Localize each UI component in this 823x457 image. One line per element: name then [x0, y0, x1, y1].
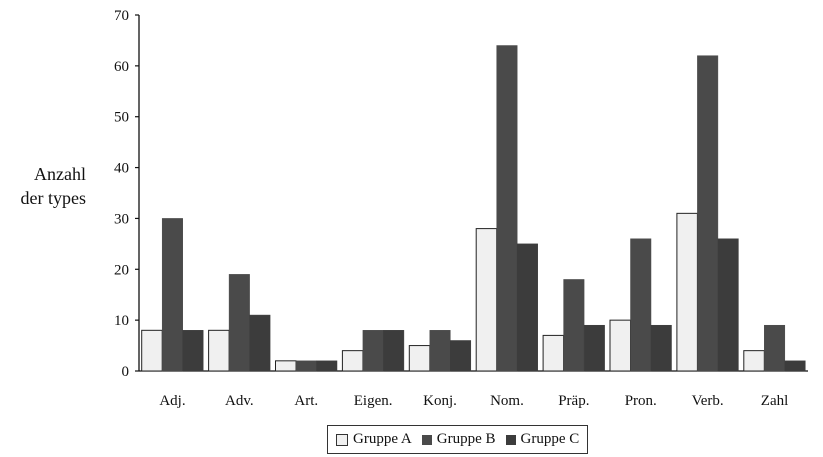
bar-gruppe-b	[362, 330, 384, 372]
bar-gruppe-a	[475, 228, 498, 372]
bar-gruppe-a	[408, 345, 431, 372]
bar-gruppe-b	[496, 45, 518, 372]
x-tick-label: Verb.	[692, 393, 724, 409]
bar-gruppe-b	[429, 330, 451, 372]
bar-gruppe-c	[316, 360, 338, 372]
x-tick-label: Pron.	[625, 393, 657, 409]
legend-item-a: Gruppe A	[336, 431, 412, 448]
legend-swatch-c	[505, 434, 516, 445]
legend-item-c: Gruppe C	[505, 431, 580, 448]
x-tick-label: Eigen.	[354, 393, 393, 409]
bar-gruppe-c	[717, 238, 739, 372]
x-tick-label: Nom.	[490, 393, 524, 409]
y-axis-label: Anzahl der types	[20, 164, 86, 208]
legend-label-a: Gruppe A	[353, 431, 412, 447]
y-axis: 0 10 20 30 40 50 60 70	[114, 8, 140, 380]
bars	[141, 45, 806, 372]
bar-gruppe-b	[764, 324, 786, 372]
x-tick-label: Art.	[294, 393, 318, 409]
legend: Gruppe A Gruppe B Gruppe C	[327, 425, 589, 454]
bar-gruppe-c	[249, 314, 271, 372]
y-tick-label: 0	[122, 364, 130, 380]
legend-label-c: Gruppe C	[520, 431, 580, 447]
x-tick-label: Adj.	[159, 393, 185, 409]
bar-gruppe-c	[650, 324, 672, 372]
y-tick-label: 30	[114, 211, 129, 227]
bar-gruppe-a	[208, 329, 230, 372]
legend-item-b: Gruppe B	[421, 431, 496, 448]
x-tick-label: Konj.	[423, 393, 457, 409]
bar-gruppe-a	[609, 319, 631, 372]
bar-gruppe-a	[743, 350, 765, 372]
legend-swatch-a	[336, 433, 348, 446]
bar-gruppe-a	[341, 350, 364, 372]
y-tick-label: 40	[114, 161, 129, 177]
bar-gruppe-c	[383, 330, 405, 372]
y-tick-label: 20	[114, 262, 129, 278]
bar-gruppe-c	[784, 360, 806, 372]
bar-gruppe-b	[228, 274, 250, 372]
bar-gruppe-a	[141, 329, 163, 372]
bar-gruppe-c	[450, 340, 472, 372]
y-tick-label: 50	[114, 110, 129, 126]
y-tick-label: 70	[114, 8, 129, 24]
bar-gruppe-b	[295, 360, 317, 372]
bar-gruppe-c	[182, 330, 204, 372]
bar-gruppe-a	[676, 212, 698, 372]
bar-gruppe-b	[563, 279, 585, 372]
bar-gruppe-a	[542, 334, 565, 372]
legend-swatch-b	[421, 434, 432, 445]
x-tick-label: Zahl	[761, 393, 789, 409]
y-tick-label: 10	[114, 313, 129, 329]
bar-gruppe-c	[583, 324, 605, 372]
bar-gruppe-c	[516, 243, 538, 372]
legend-label-b: Gruppe B	[436, 431, 496, 447]
bar-gruppe-a	[275, 360, 297, 372]
bar-gruppe-b	[630, 238, 652, 372]
y-tick-label: 60	[114, 59, 129, 75]
x-tick-label: Präp.	[558, 393, 589, 409]
bar-gruppe-b	[697, 55, 719, 372]
bar-gruppe-b	[161, 218, 183, 372]
x-tick-label: Adv.	[225, 393, 254, 409]
x-axis: Adj. Adv. Art. Eigen. Konj. Nom. Präp. Pron. Ver…	[139, 370, 808, 409]
